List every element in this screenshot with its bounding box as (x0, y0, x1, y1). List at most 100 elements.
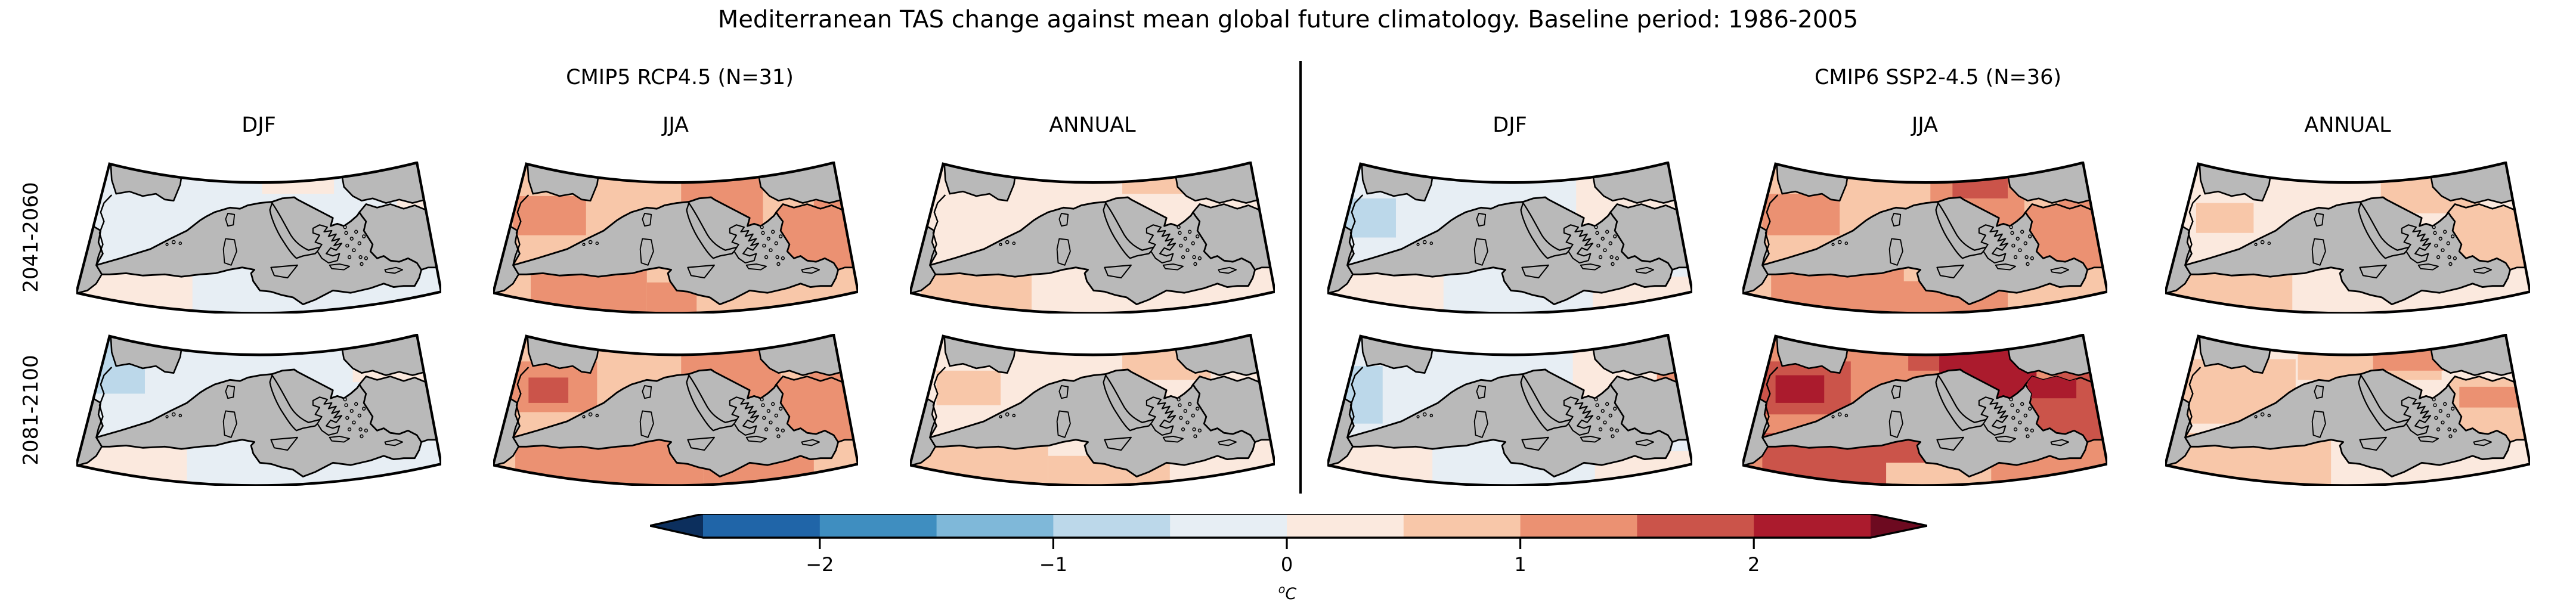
aegean-island (1176, 397, 1181, 402)
aegean-island (1188, 229, 1192, 234)
colorbar-segment (936, 514, 1054, 538)
column-header-annual-cmip6: ANNUAL (2304, 113, 2391, 137)
aegean-island (762, 243, 766, 248)
italy-coastline (2358, 374, 2411, 432)
aegean-island (776, 434, 781, 439)
aegean-island (362, 407, 366, 411)
italy-coastline (1520, 374, 1574, 432)
greece-coastline (2401, 396, 2432, 436)
map-panel-cmip5-jja-2081-2100 (493, 334, 858, 486)
panel-border (2165, 162, 2530, 314)
aegean-island (764, 255, 769, 259)
aegean-island (352, 248, 356, 253)
aegean-island (1615, 428, 1620, 433)
aegean-island (2010, 231, 2014, 235)
crete-island (329, 263, 350, 271)
balearic-island (999, 415, 1002, 418)
aegean-island (1183, 409, 1187, 413)
greece-coastline (1978, 224, 2009, 264)
sardinia-island (1056, 410, 1071, 438)
balearic-island (1429, 414, 1433, 418)
anatolia-region (775, 203, 858, 271)
column-header-jja-cmip6: JJA (1912, 113, 1938, 137)
balearic-island (1831, 415, 1835, 418)
balearic-island (171, 412, 176, 417)
sicily-island (687, 436, 715, 451)
aegean-island (1615, 256, 1620, 260)
map-panel-cmip6-jja-2081-2100 (1742, 334, 2107, 486)
aegean-island (1596, 415, 1600, 420)
aegean-island (1193, 434, 1197, 439)
anatolia-overlay (2459, 386, 2519, 408)
crete-island (2417, 435, 2439, 443)
balearic-island (165, 243, 169, 246)
aegean-island (2451, 407, 2455, 411)
aegean-island (2023, 413, 2027, 418)
column-header-djf-cmip6: DJF (1493, 113, 1527, 137)
balearic-island (1844, 414, 1849, 418)
cyprus-island (2050, 439, 2070, 446)
aegean-island (1179, 243, 1183, 248)
colorbar-svg (649, 513, 1928, 549)
aegean-island (1608, 413, 1612, 418)
panel-border (493, 334, 858, 486)
map-panel-cmip6-djf-2081-2100 (1327, 334, 1692, 486)
aegean-island (2018, 420, 2022, 425)
balearic-island (588, 412, 593, 417)
aegean-island (2026, 262, 2030, 266)
aegean-island (1600, 409, 1605, 413)
aegean-island (344, 403, 348, 408)
balearic-island (2254, 415, 2258, 418)
cyprus-island (2473, 266, 2493, 274)
balearic-island (1844, 241, 1849, 246)
group-divider-line (1299, 61, 1302, 494)
aegean-island (1197, 256, 1202, 260)
sicily-island (1521, 436, 1549, 451)
aegean-island (1193, 262, 1197, 266)
field-patch (1775, 375, 1825, 403)
aegean-island (1609, 255, 1614, 259)
italy-coastline (1935, 202, 1989, 259)
crete-island (745, 435, 767, 443)
italy-coastline (269, 374, 323, 432)
iberia-coastline (1346, 194, 1364, 266)
aegean-island (1185, 248, 1190, 253)
colorbar-segment (1403, 514, 1521, 538)
sicily-island (1936, 436, 1964, 451)
panel-border (76, 334, 441, 486)
sardinia-island (2311, 238, 2326, 266)
map-svg-cmip5-annual-2081-2100 (910, 334, 1275, 486)
aegean-island (345, 415, 349, 420)
sardinia-island (639, 410, 654, 438)
balearic-island (595, 414, 599, 418)
italy-coastline (1103, 202, 1156, 259)
iberia-coastline (95, 367, 113, 438)
corsica-island (2314, 384, 2324, 399)
aegean-island (2432, 397, 2436, 402)
italy-coastline (1520, 202, 1574, 259)
field-patch (936, 370, 1001, 405)
iberia-coastline (1761, 194, 1779, 266)
aegean-island (1178, 403, 1182, 408)
balearic-island (2267, 414, 2271, 418)
balearic-island (999, 243, 1002, 246)
crete-island (1162, 435, 1184, 443)
greece-coastline (312, 224, 343, 264)
aegean-island (2026, 434, 2030, 439)
aegean-island (1181, 255, 1185, 259)
aegean-island (2023, 241, 2027, 246)
aegean-island (347, 427, 352, 432)
aegean-island (1611, 262, 1615, 266)
aegean-island (362, 234, 366, 238)
aegean-island (354, 402, 358, 407)
column-header-annual-cmip5: ANNUAL (1049, 113, 1136, 137)
map-svg-cmip6-annual-2081-2100 (2165, 334, 2530, 486)
italy-coastline (686, 202, 739, 259)
balearic-island (582, 243, 586, 246)
panel-border (76, 162, 441, 314)
balearic-island (178, 241, 182, 246)
aegean-island (781, 256, 785, 260)
corsica-island (1476, 384, 1487, 399)
unit-superscript: o (1278, 583, 1286, 596)
aegean-island (343, 397, 347, 402)
